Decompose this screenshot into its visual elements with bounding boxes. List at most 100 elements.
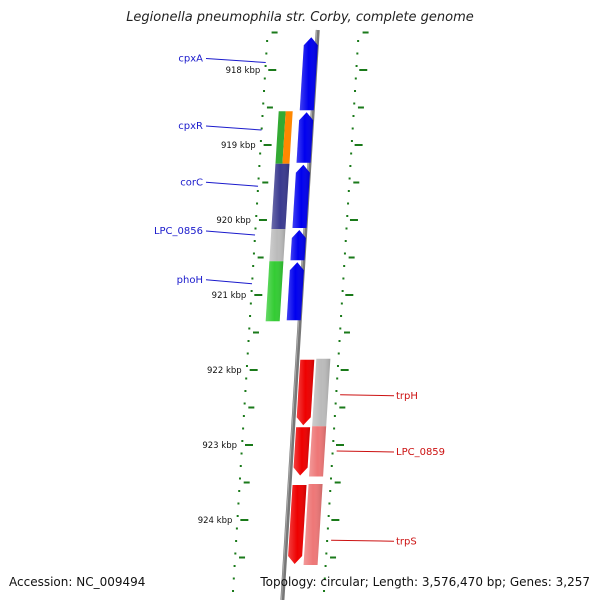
gene-label-LPC_0856[interactable]: LPC_0856 [154, 226, 203, 237]
right-dotted-guide-dot [351, 127, 354, 130]
ruler-tick-label: 918 kbp [226, 66, 261, 76]
left-dotted-guide-dot [234, 552, 237, 555]
right-dotted-guide-dot [333, 415, 336, 417]
analysis-band-shade-trpS [303, 484, 323, 565]
ruler-tick-label: 923 kbp [202, 441, 237, 451]
left-dotted-guide-dot [246, 352, 249, 355]
analysis-band-cpxR-part-1 [282, 111, 293, 164]
left-dotted-guide-dot [248, 327, 251, 330]
right-dotted-guide-dot [329, 477, 332, 480]
analysis-band-shade-trpH [312, 358, 331, 427]
left-dotted-guide-dot [232, 577, 235, 580]
left-dotted-guide-dot [252, 265, 255, 267]
right-dotted-guide-dot [337, 352, 340, 355]
analysis-band-cpxR-part-0 [275, 111, 286, 164]
gene-group [286, 37, 318, 564]
gene-label-phoH[interactable]: phoH [177, 275, 203, 286]
gene-label-cpxA[interactable]: cpxA [178, 54, 203, 65]
right-dotted-guide-dot [339, 327, 342, 330]
left-dotted-guide-dot [249, 315, 252, 317]
gene-labels: cpxA cpxR corC LPC_0856 phoH trpH LPC_0859 trpS [154, 54, 445, 548]
right-dotted-guide-dot [345, 227, 348, 230]
left-dotted-guide-dot [238, 490, 241, 492]
ruler-tick-label: 921 kbp [212, 291, 247, 301]
left-dotted-guide-dot [264, 65, 267, 67]
gene-label-corC[interactable]: corC [180, 177, 203, 188]
right-dotted-guide-dot [329, 490, 332, 492]
left-dotted-guide-dot [250, 290, 253, 292]
right-dotted-guide-dot [340, 315, 343, 317]
left-dotted-guide-dot [233, 565, 236, 567]
right-dotted-guide-dot [347, 190, 350, 192]
right-dotted-guide-dot [347, 202, 350, 205]
analysis-band-shade-phoH [265, 261, 284, 322]
gene-arrow-shade-LPC_0859 [293, 427, 311, 476]
right-dotted-guide-dot [324, 565, 327, 567]
gene-arrow-shade-phoH [286, 262, 304, 321]
gene-label-trpH[interactable]: trpH [396, 391, 418, 402]
label-leader-line [331, 539, 395, 542]
ruler-ticks: 918 kbp 919 kbp 920 kbp 921 kbp 922 kbp 923 k… [198, 31, 369, 559]
left-dotted-guide-dot [240, 452, 243, 455]
left-dotted-guide-dot [249, 302, 252, 305]
left-dotted-guide-dot [258, 165, 261, 167]
analysis-band-shade-LPC_0856 [269, 229, 286, 262]
gene-arrow-shade-corC [292, 164, 310, 228]
left-dotted-guide-dot [253, 240, 256, 242]
right-dotted-guide-dot [349, 165, 352, 167]
right-dotted-guide-dot [323, 590, 326, 592]
right-dotted-guide-dot [340, 302, 343, 305]
left-dotted-guide-dot [252, 252, 255, 255]
right-dotted-guide-dot [336, 365, 339, 367]
label-leader-line [205, 279, 253, 285]
left-dotted-guide-dot [235, 540, 238, 542]
analysis-band-shade-LPC_0859 [309, 426, 327, 477]
left-dotted-guide-dot [256, 202, 259, 205]
right-dotted-guide-dot [338, 340, 341, 342]
left-dotted-guide-dot [241, 440, 244, 442]
left-dotted-guide-dot [245, 365, 248, 367]
left-dotted-guide-dot [235, 527, 238, 530]
right-dotted-guide-dot [341, 290, 344, 292]
left-dotted-guide-dot [247, 340, 250, 342]
ruler-tick-label: 920 kbp [216, 216, 251, 226]
accession-text: Accession: NC_009494 [9, 575, 146, 589]
right-dotted-guide-dot [350, 152, 353, 155]
right-dotted-guide-dot [353, 102, 356, 105]
left-dotted-guide-dot [259, 152, 262, 155]
ruler-tick-label: 922 kbp [207, 366, 242, 376]
left-dotted-guide-dot [265, 52, 268, 55]
label-leader-line [205, 181, 259, 187]
gene-label-trpS[interactable]: trpS [396, 536, 417, 547]
right-dotted-guide-dot [326, 540, 329, 542]
right-dotted-guide-dot [344, 240, 347, 242]
left-dotted-guide-dot [256, 190, 259, 192]
left-dotted-guide-dot [242, 415, 245, 417]
label-leader-line [340, 394, 395, 397]
left-dotted-guide-dot [262, 102, 265, 105]
label-leader-line [205, 230, 256, 236]
ruler-tick-label: 924 kbp [198, 516, 233, 526]
right-dotted-guide-dot [343, 265, 346, 267]
right-dotted-guide-dot [332, 440, 335, 442]
right-dotted-guide-dot [342, 277, 345, 280]
right-dotted-guide-dot [334, 402, 337, 405]
left-dotted-guide-dot [242, 427, 245, 430]
left-dotted-guide-dot [239, 465, 242, 467]
right-dotted-guide-dot [325, 552, 328, 555]
right-dotted-guide-dot [326, 527, 329, 530]
right-dotted-guide-dot [323, 577, 326, 580]
right-dotted-guide-dot [336, 377, 339, 380]
gene-arrow-shade-cpxR [296, 112, 314, 163]
analysis-band-shade-corC [271, 163, 290, 229]
gene-label-LPC_0859[interactable]: LPC_0859 [396, 447, 445, 458]
gene-label-cpxR[interactable]: cpxR [178, 121, 203, 132]
left-dotted-guide-dot [243, 402, 246, 405]
left-dotted-guide-dot [263, 90, 266, 92]
topology-text: Topology: circular; Length: 3,576,470 bp… [260, 575, 590, 589]
right-dotted-guide-dot [346, 215, 349, 217]
left-dotted-guide-dot [255, 215, 258, 217]
right-dotted-guide-dot [343, 252, 346, 255]
right-dotted-guide-dot [327, 515, 330, 517]
